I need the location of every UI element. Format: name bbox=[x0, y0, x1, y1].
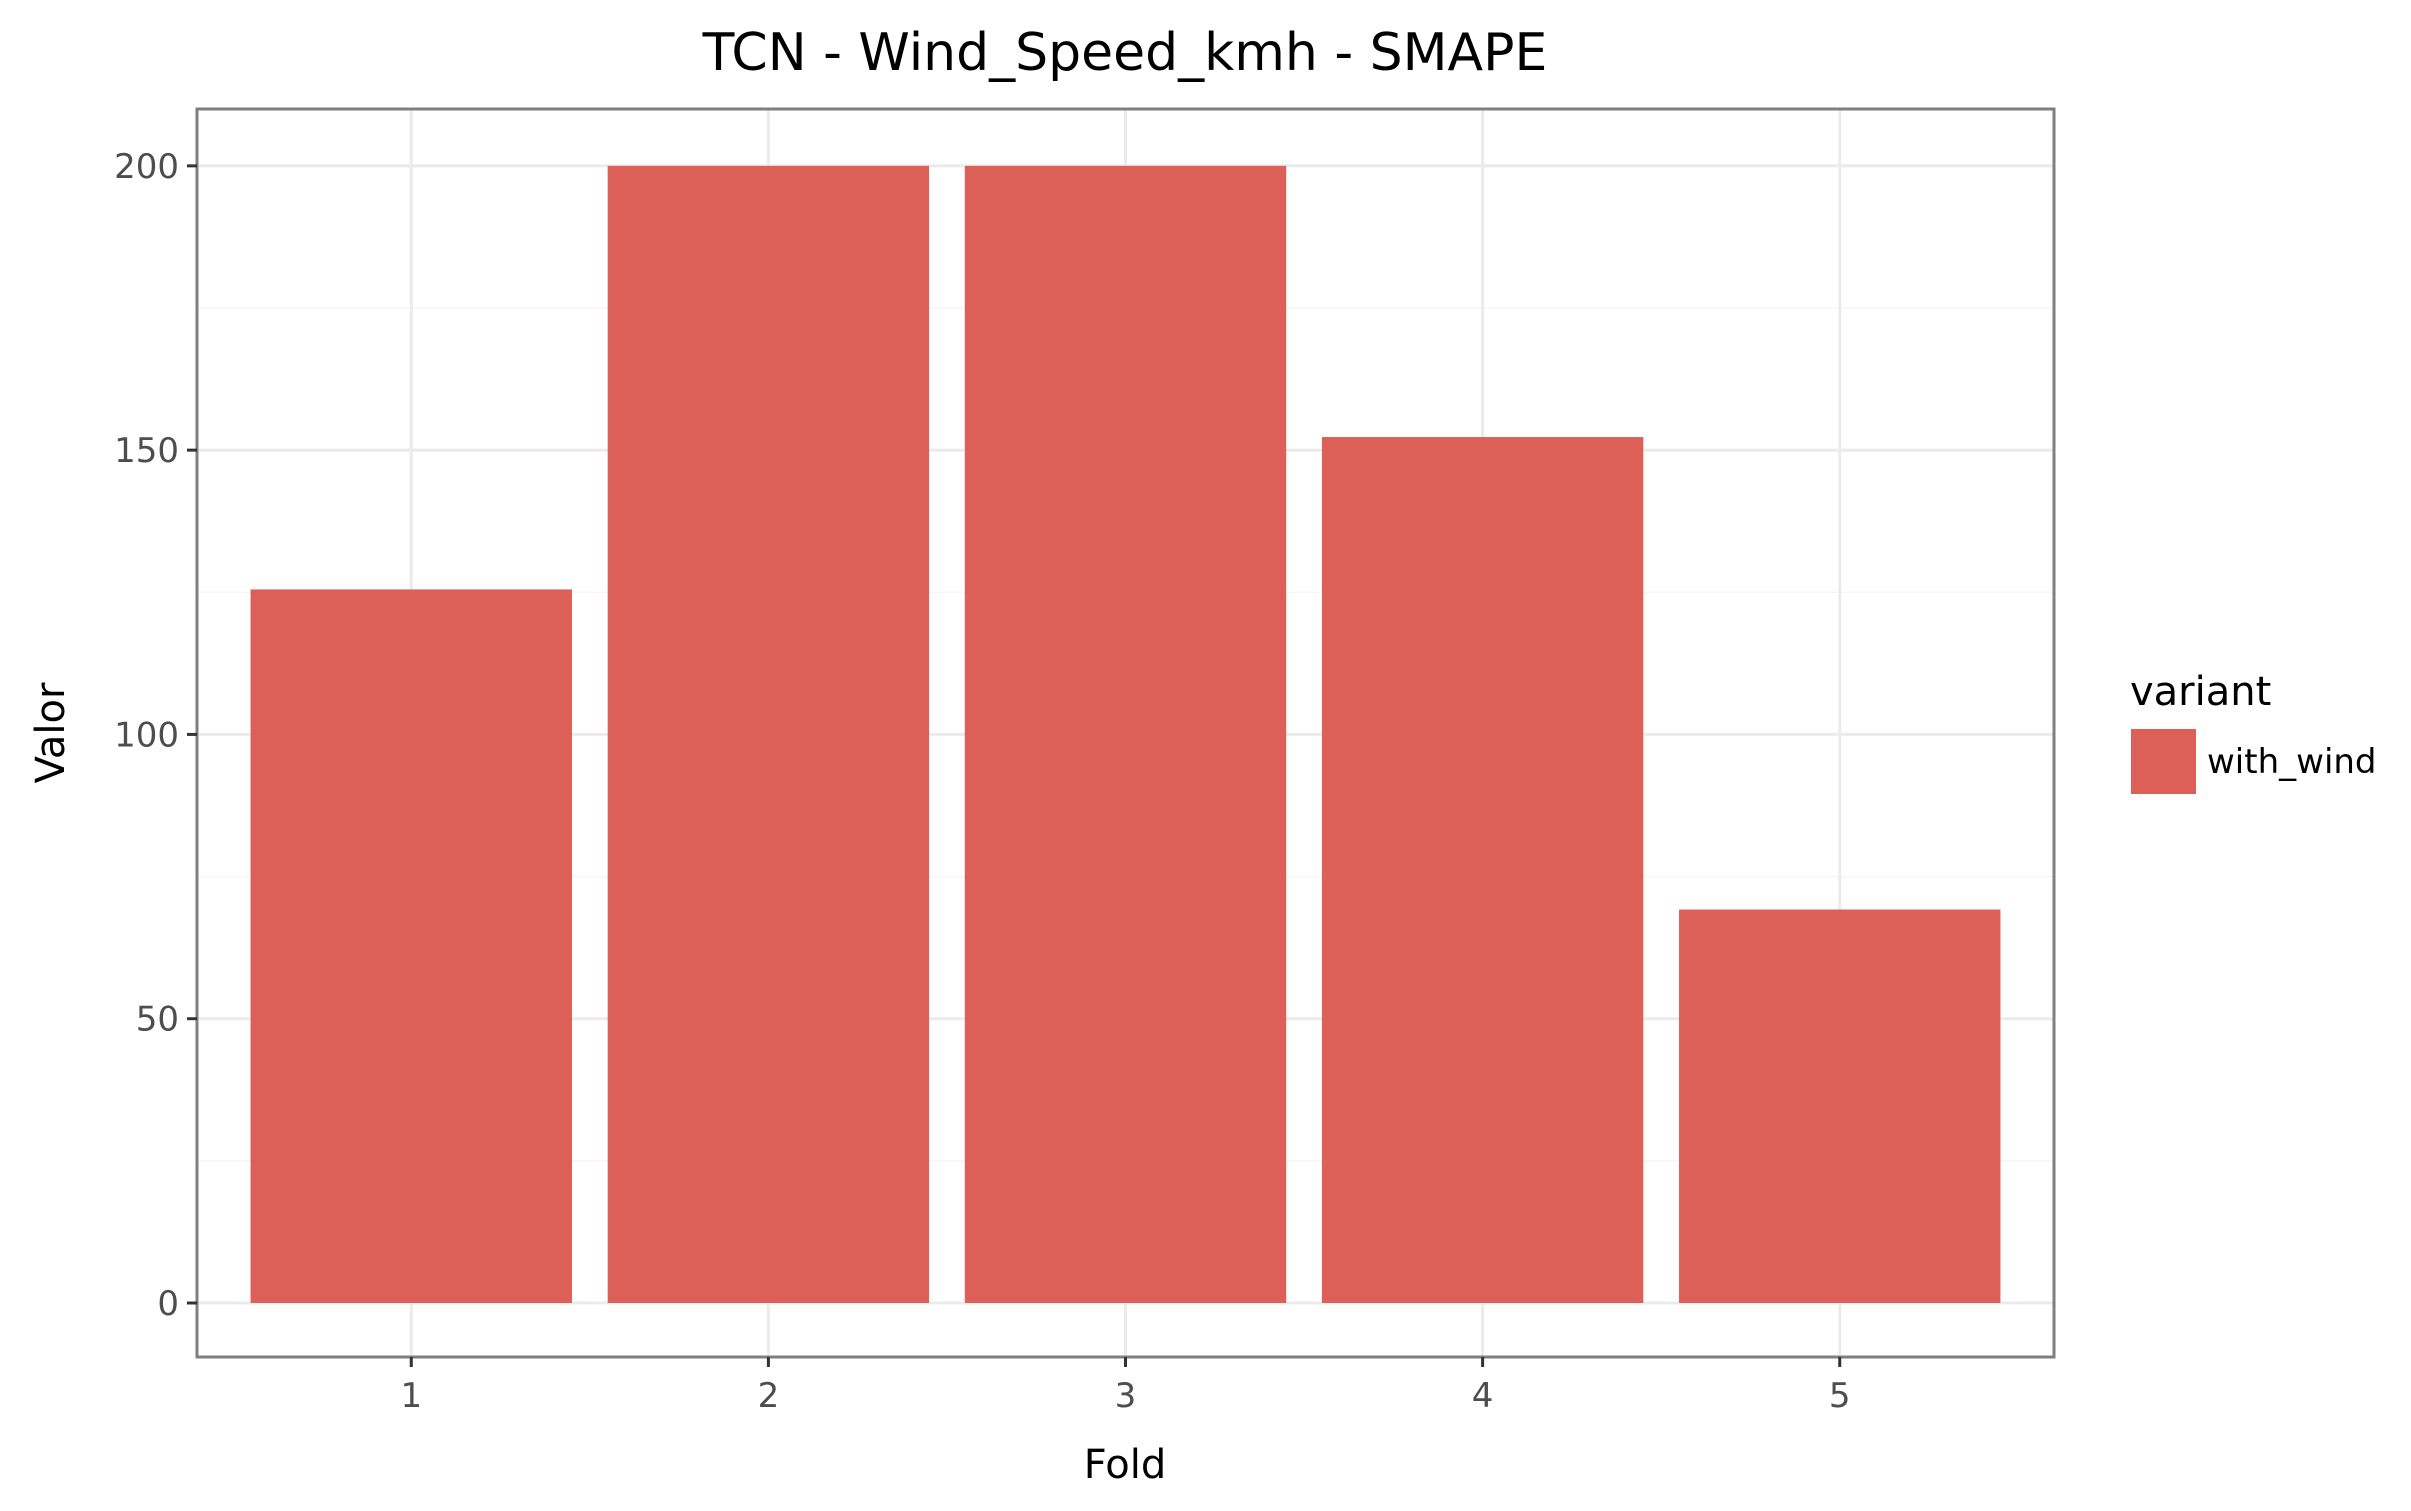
x-tick-label: 4 bbox=[1472, 1376, 1494, 1416]
x-tick-label: 5 bbox=[1829, 1376, 1851, 1416]
bar-fold-4 bbox=[1321, 437, 1644, 1303]
legend-swatch-with-wind bbox=[2131, 729, 2196, 794]
legend-title: variant bbox=[2130, 669, 2271, 715]
bar-fold-3 bbox=[964, 165, 1287, 1303]
legend-label-with-wind: with_wind bbox=[2207, 742, 2377, 782]
x-axis: 1 2 3 4 5 bbox=[400, 1357, 1851, 1416]
y-axis-title: Valor bbox=[28, 682, 74, 783]
y-tick-label: 50 bbox=[136, 1000, 179, 1040]
y-axis: 0 50 100 150 200 bbox=[114, 147, 197, 1324]
y-tick-label: 150 bbox=[114, 431, 179, 471]
bar-fold-2 bbox=[607, 165, 930, 1303]
x-axis-title: Fold bbox=[1084, 1442, 1167, 1488]
bars bbox=[250, 165, 2001, 1303]
y-tick-label: 200 bbox=[114, 147, 179, 187]
x-tick-label: 1 bbox=[400, 1376, 422, 1416]
bar-fold-5 bbox=[1679, 909, 2001, 1303]
y-tick-label: 0 bbox=[157, 1284, 179, 1324]
legend: variant with_wind bbox=[2130, 669, 2377, 794]
bar-fold-1 bbox=[250, 589, 572, 1303]
chart-title: TCN - Wind_Speed_kmh - SMAPE bbox=[702, 23, 1548, 83]
x-tick-label: 2 bbox=[758, 1376, 780, 1416]
y-tick-label: 100 bbox=[114, 715, 179, 755]
x-tick-label: 3 bbox=[1115, 1376, 1137, 1416]
